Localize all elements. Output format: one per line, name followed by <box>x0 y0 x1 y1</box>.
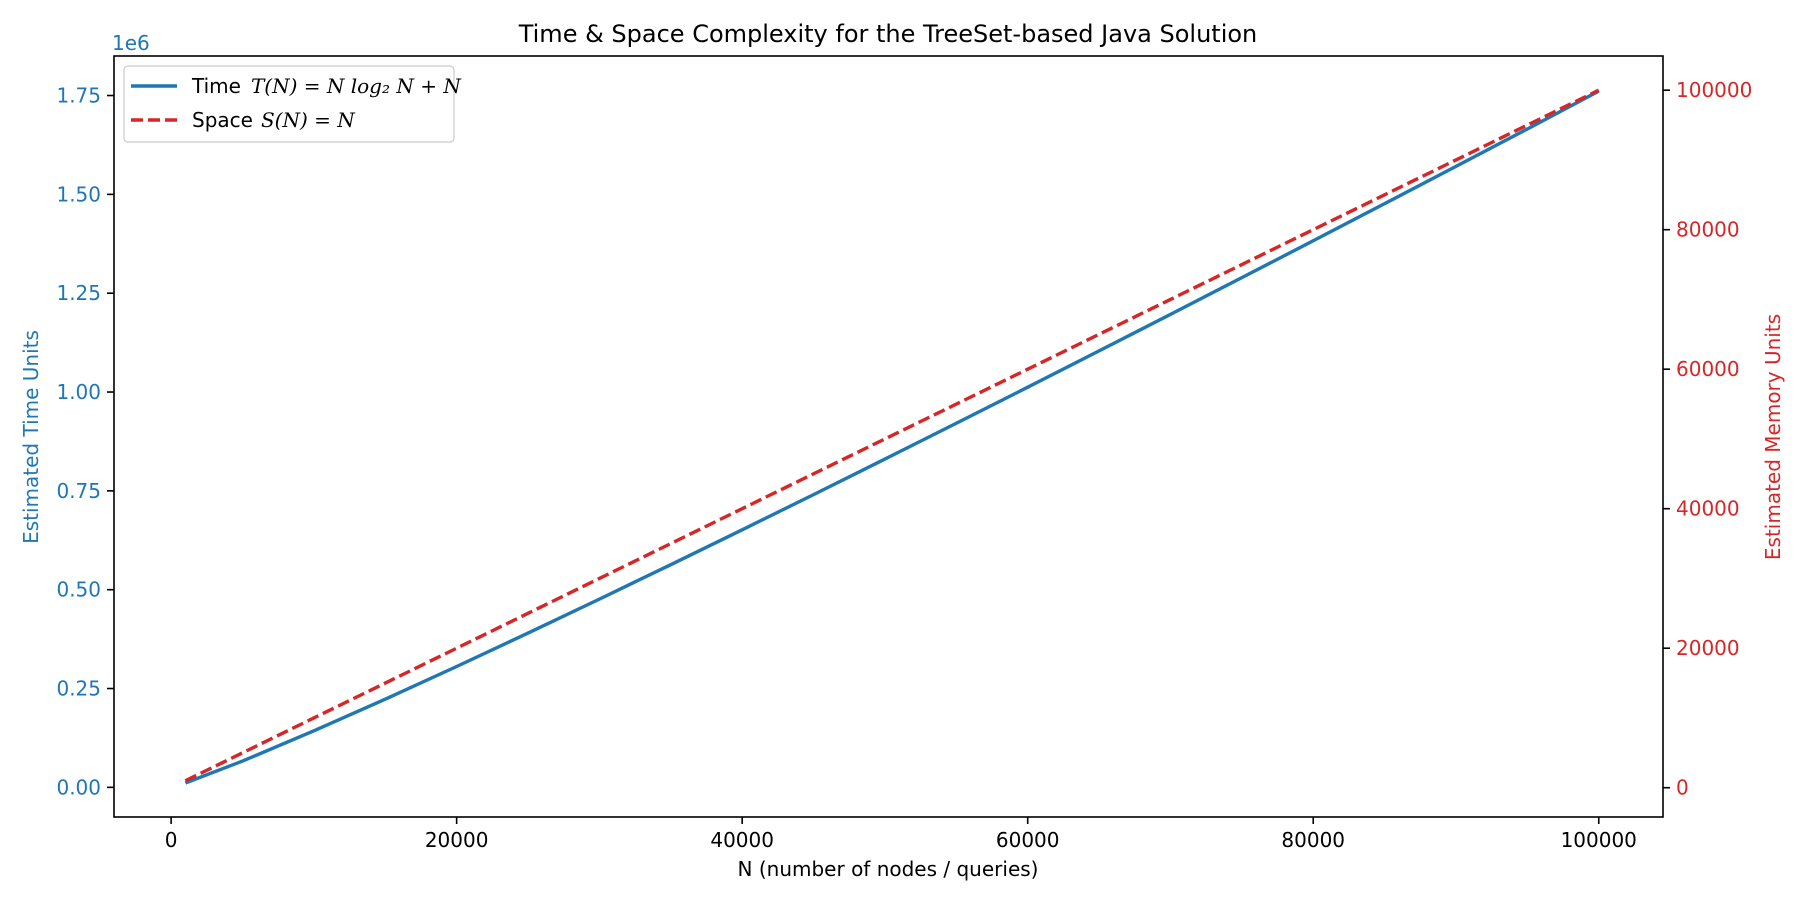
left-tick-label: 0.75 <box>56 479 101 503</box>
legend-time-name: Time <box>191 74 241 98</box>
left-tick-label: 1.25 <box>56 281 101 305</box>
right-tick-label: 20000 <box>1676 636 1740 660</box>
legend-space-name: Space <box>192 108 253 132</box>
chart-title: Time & Space Complexity for the TreeSet-… <box>518 20 1258 48</box>
x-tick-label: 40000 <box>710 828 774 852</box>
right-tick-label: 80000 <box>1676 218 1740 242</box>
right-tick-label: 0 <box>1676 776 1689 800</box>
x-tick-label: 20000 <box>425 828 489 852</box>
left-axis-ticks: 0.00 0.25 0.50 0.75 1.00 1.25 1.50 1.75 <box>56 84 114 799</box>
right-tick-label: 40000 <box>1676 497 1740 521</box>
series-line-space <box>184 88 1600 783</box>
chart-marks <box>184 88 1600 785</box>
legend-frame <box>123 65 455 143</box>
right-axis-ticks: 0 20000 40000 60000 80000 100000 <box>1663 78 1752 800</box>
left-tick-label: 1.50 <box>56 182 101 206</box>
left-tick-label: 0.50 <box>56 578 101 602</box>
series-line-time <box>184 89 1600 785</box>
left-tick-label: 1.75 <box>56 84 101 108</box>
legend-time-formula: T(N) = N log₂ N + N <box>251 74 462 98</box>
legend-space-label: Space S(N) = N <box>192 108 356 132</box>
left-tick-label: 0.25 <box>56 677 101 701</box>
legend-space-formula: S(N) = N <box>261 108 356 132</box>
x-tick-label: 0 <box>165 828 178 852</box>
chart-legend: Time T(N) = N log₂ N + N Space S(N) = N <box>123 65 462 143</box>
x-tick-label: 60000 <box>996 828 1060 852</box>
plot-frame <box>113 55 1664 818</box>
left-tick-label: 0.00 <box>56 775 101 799</box>
x-tick-label: 80000 <box>1281 828 1345 852</box>
left-axis-multiplier: 1e6 <box>112 31 150 55</box>
left-axis-title: Estimated Time Units <box>19 330 43 544</box>
right-tick-label: 100000 <box>1676 78 1752 102</box>
x-axis-ticks: 0 20000 40000 60000 80000 100000 <box>165 817 1637 852</box>
x-tick-label: 100000 <box>1561 828 1637 852</box>
legend-time-label: Time T(N) = N log₂ N + N <box>191 74 462 98</box>
x-axis-title: N (number of nodes / queries) <box>738 857 1039 881</box>
right-axis-title: Estimated Memory Units <box>1761 314 1785 560</box>
left-tick-label: 1.00 <box>56 380 101 404</box>
right-tick-label: 60000 <box>1676 357 1740 381</box>
